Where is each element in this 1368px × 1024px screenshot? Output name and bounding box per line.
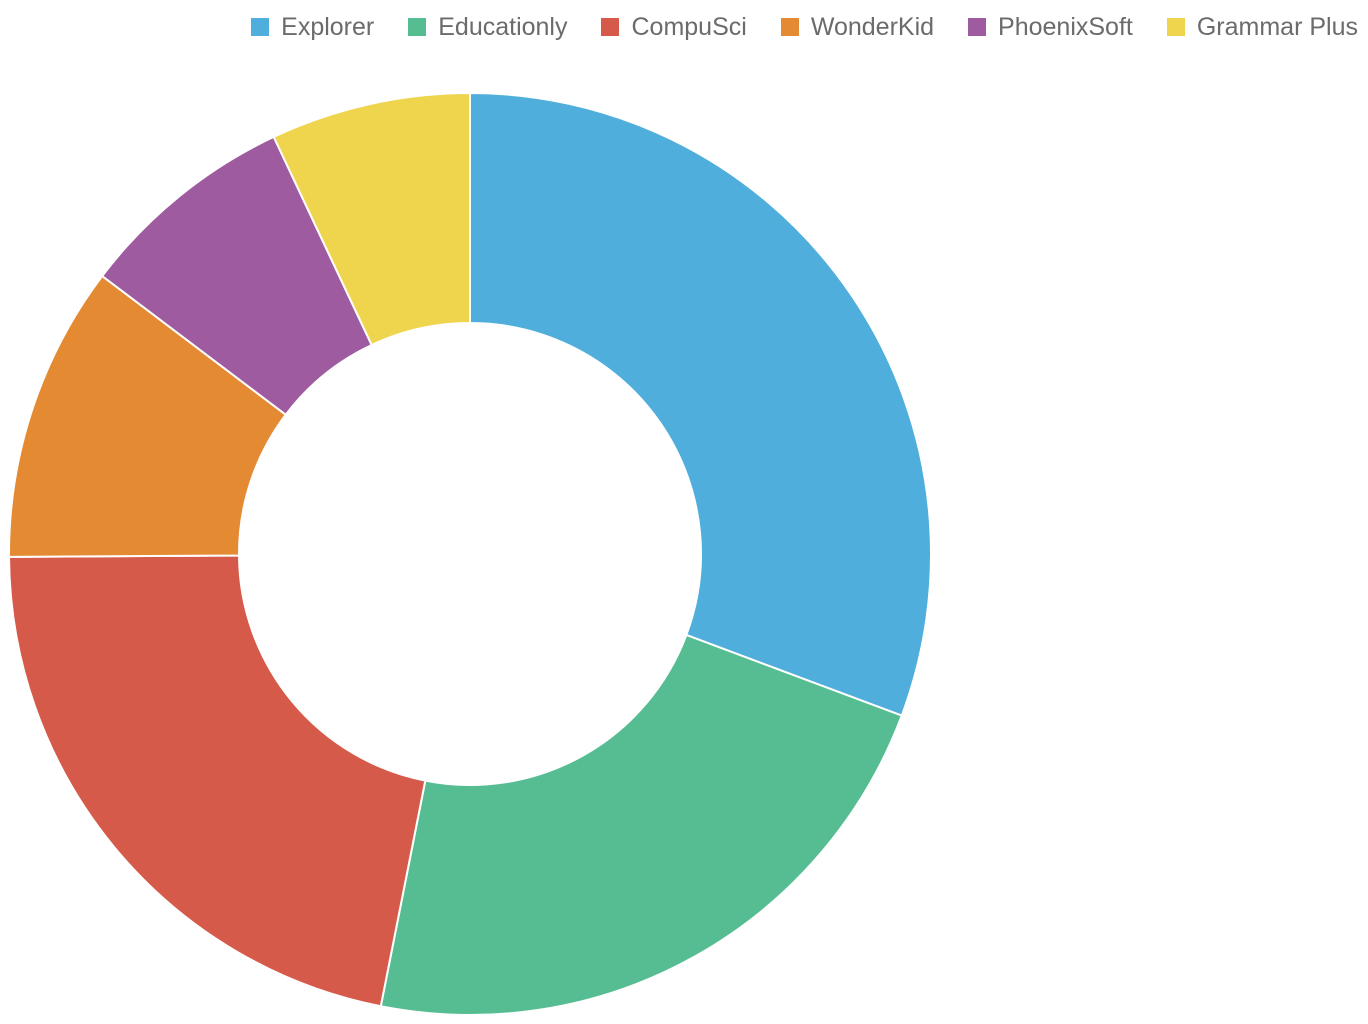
donut-slice-explorer[interactable] [470, 93, 931, 716]
donut-slice-educationly[interactable] [381, 635, 902, 1015]
donut-slice-compusci[interactable] [9, 555, 425, 1006]
